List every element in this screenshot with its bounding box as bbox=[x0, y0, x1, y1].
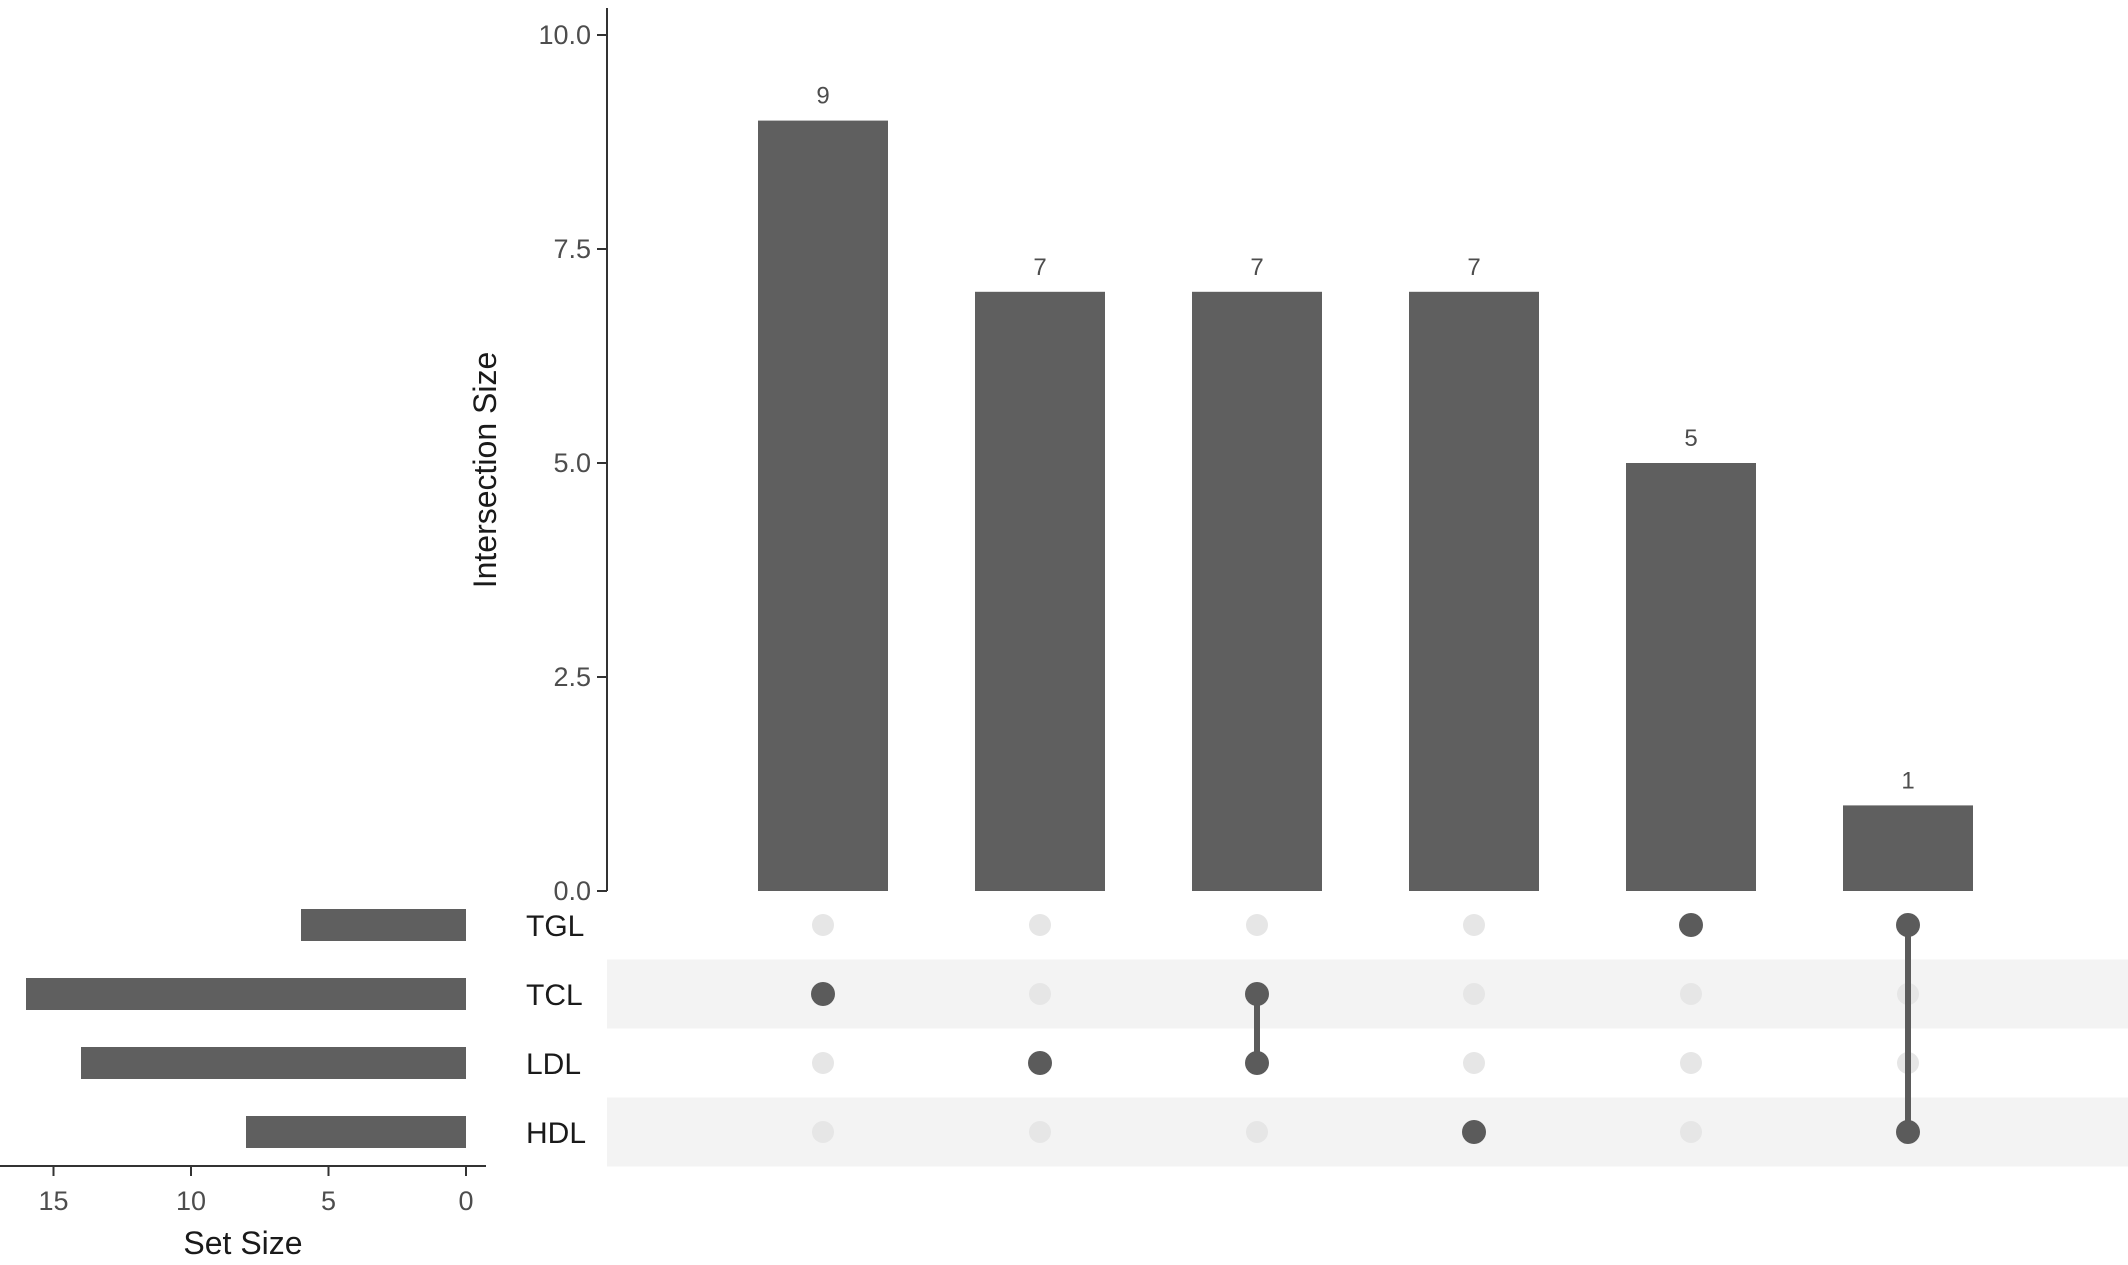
set-size-bar-tcl bbox=[26, 978, 466, 1010]
intersection-matrix bbox=[811, 913, 1920, 1144]
matrix-dot-inactive bbox=[1029, 983, 1051, 1005]
intersection-bar bbox=[975, 291, 1105, 891]
matrix-dot-inactive bbox=[1463, 914, 1485, 936]
set-size-bars bbox=[26, 909, 466, 1148]
intersection-axis-tick-label: 10.0 bbox=[538, 20, 591, 50]
intersection-bar-label: 9 bbox=[816, 83, 829, 110]
set-label-tcl: TCL bbox=[526, 979, 583, 1012]
intersection-axis-title: Intersection Size bbox=[467, 352, 503, 589]
matrix-dot-inactive bbox=[812, 1121, 834, 1143]
matrix-dot-inactive bbox=[812, 914, 834, 936]
intersection-axis-tick-label: 0.0 bbox=[553, 876, 591, 906]
intersection-bar bbox=[1843, 805, 1973, 891]
set-labels: TGL TCL LDL HDL bbox=[526, 910, 586, 1150]
set-size-axis-tick-label: 10 bbox=[176, 1186, 206, 1216]
intersection-axis-tick-label: 2.5 bbox=[553, 662, 591, 692]
matrix-dot-inactive bbox=[812, 1052, 834, 1074]
matrix-dot-active bbox=[1679, 913, 1703, 937]
matrix-dot-active bbox=[1245, 982, 1269, 1006]
set-size-axis-tick-label: 0 bbox=[458, 1186, 473, 1216]
matrix-dot-inactive bbox=[1463, 983, 1485, 1005]
stripe-row-hdl bbox=[607, 1097, 2128, 1167]
intersection-bar bbox=[1192, 291, 1322, 891]
set-size-axis-title: Set Size bbox=[183, 1225, 302, 1261]
matrix-dot-inactive bbox=[1029, 1121, 1051, 1143]
matrix-dot-inactive bbox=[1680, 983, 1702, 1005]
set-label-ldl: LDL bbox=[526, 1048, 581, 1081]
matrix-dot-inactive bbox=[1246, 1121, 1268, 1143]
matrix-dot-active bbox=[1896, 913, 1920, 937]
matrix-dot-inactive bbox=[1463, 1052, 1485, 1074]
set-size-bar-hdl bbox=[246, 1116, 466, 1148]
intersection-axis-tick-label: 7.5 bbox=[553, 234, 591, 264]
matrix-dot-active bbox=[811, 982, 835, 1006]
set-size-axis: Set Size 15 10 5 0 bbox=[0, 1165, 486, 1261]
matrix-dot-active bbox=[1896, 1120, 1920, 1144]
matrix-dot-inactive bbox=[1246, 914, 1268, 936]
matrix-dot-inactive bbox=[1029, 914, 1051, 936]
matrix-dot-inactive bbox=[1680, 1121, 1702, 1143]
intersection-size-axis: Intersection Size 0.0 2.5 5.0 7.5 10.0 bbox=[467, 8, 608, 906]
intersection-bar-label: 1 bbox=[1901, 767, 1914, 794]
matrix-dot-inactive bbox=[1680, 1052, 1702, 1074]
intersection-bar-label: 7 bbox=[1467, 254, 1480, 281]
matrix-dot-active bbox=[1028, 1051, 1052, 1075]
matrix-dot-active bbox=[1245, 1051, 1269, 1075]
intersection-bar bbox=[1626, 463, 1756, 891]
intersection-axis-tick-label: 5.0 bbox=[553, 448, 591, 478]
intersection-bar bbox=[1409, 291, 1539, 891]
intersection-bars: 9 7 7 7 5 1 bbox=[758, 83, 1973, 892]
matrix-row-stripes bbox=[607, 959, 2128, 1167]
intersection-bar bbox=[758, 120, 888, 892]
stripe-row-tcl bbox=[607, 959, 2128, 1029]
set-label-hdl: HDL bbox=[526, 1117, 586, 1150]
set-size-bar-ldl bbox=[81, 1047, 466, 1079]
set-size-axis-tick-label: 5 bbox=[321, 1186, 336, 1216]
set-size-bar-tgl bbox=[301, 909, 466, 941]
set-size-axis-tick-label: 15 bbox=[38, 1186, 68, 1216]
set-label-tgl: TGL bbox=[526, 910, 584, 943]
intersection-bar-label: 5 bbox=[1684, 425, 1697, 452]
intersection-bar-label: 7 bbox=[1033, 254, 1046, 281]
intersection-bar-label: 7 bbox=[1250, 254, 1263, 281]
matrix-dot-active bbox=[1462, 1120, 1486, 1144]
